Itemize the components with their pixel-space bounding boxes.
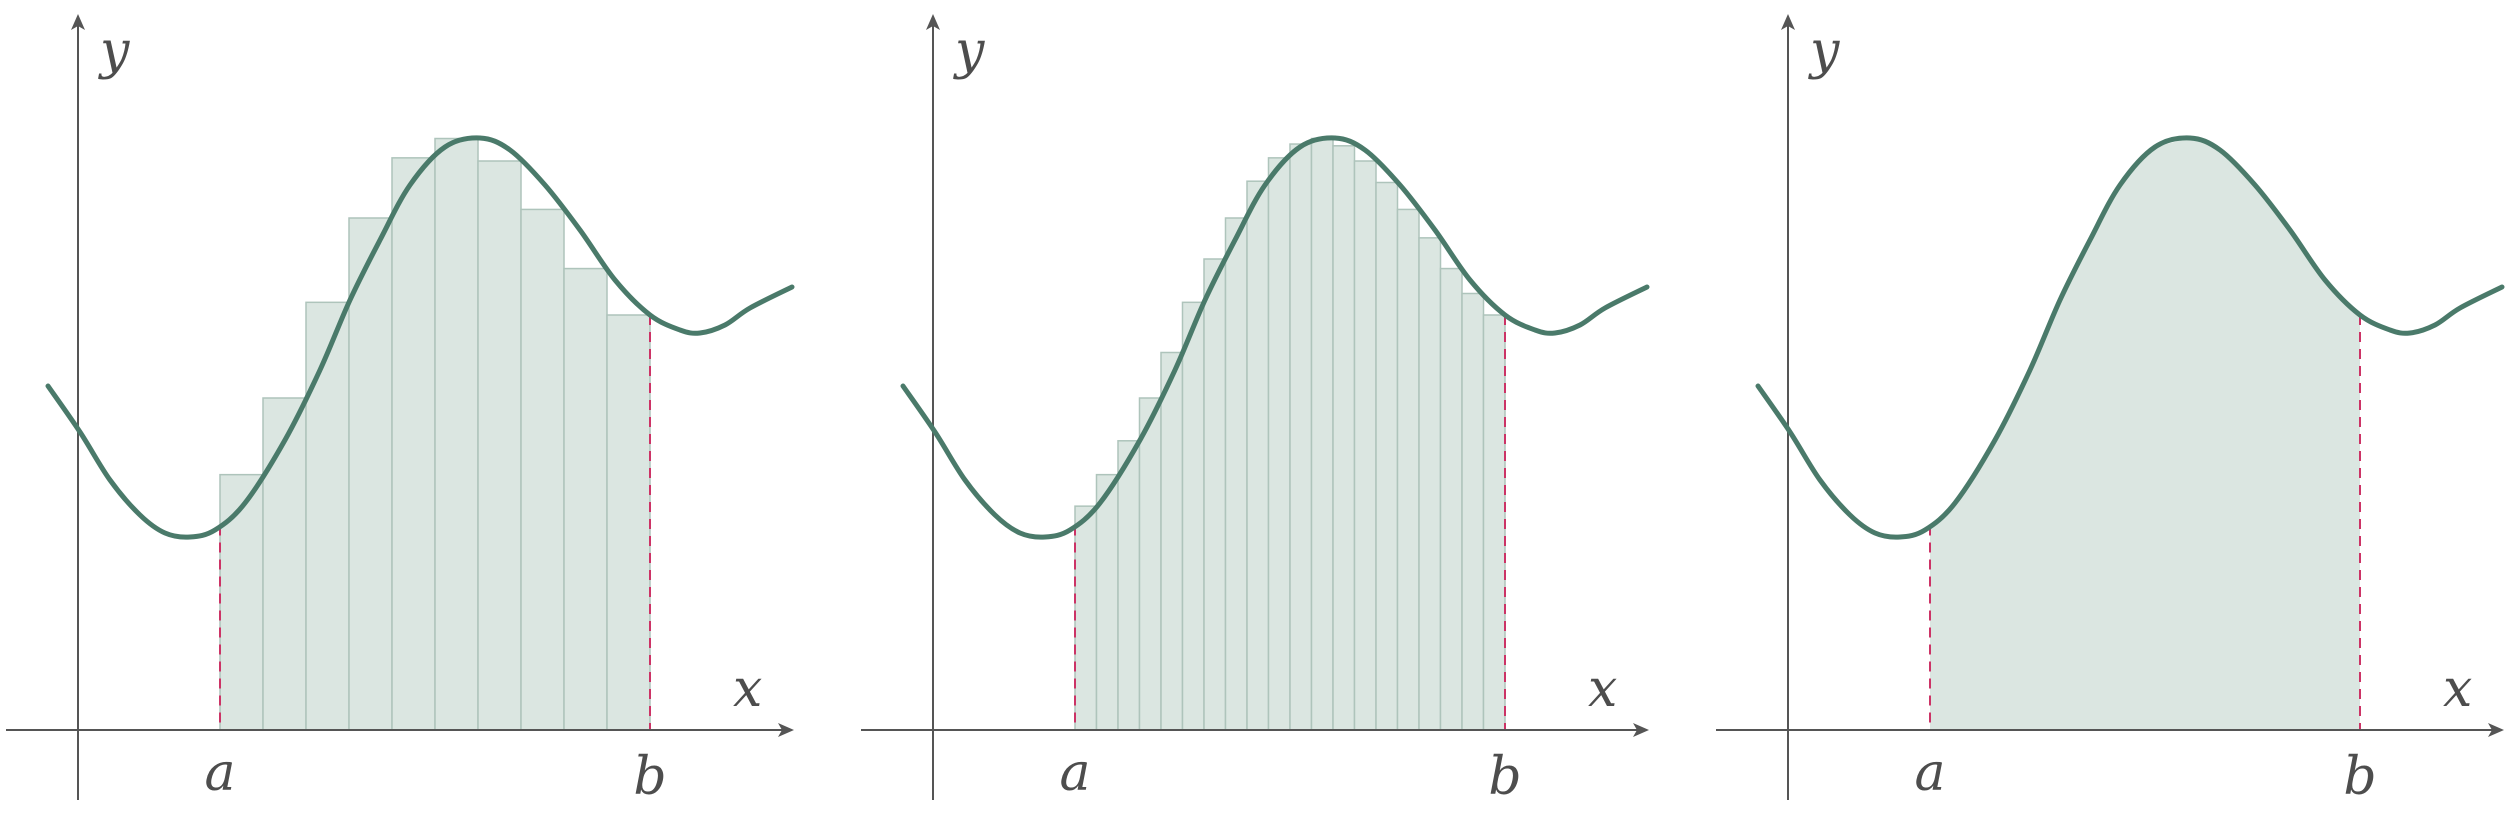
function-curve (1755, 135, 2505, 540)
riemann-rectangle (1267, 157, 1291, 731)
riemann-rectangle (1332, 145, 1356, 731)
riemann-rectangle (1117, 440, 1141, 731)
x-axis-arrow-icon (1633, 723, 1649, 737)
riemann-rectangle (606, 314, 651, 731)
riemann-rectangle (1224, 217, 1248, 731)
riemann-rectangle (477, 160, 522, 731)
riemann-rectangle (1482, 314, 1506, 731)
riemann-rectangle (1181, 301, 1205, 731)
panel-exact-area: y x a b (1716, 14, 2505, 807)
riemann-rectangle (563, 267, 608, 731)
bound-a-label: a (1914, 743, 1945, 803)
bound-b-label: b (1488, 747, 1521, 807)
x-axis-label: x (1588, 659, 1617, 719)
riemann-rectangle (262, 397, 307, 731)
riemann-rectangle (391, 157, 436, 731)
panel-riemann-coarse: y x a b (6, 14, 795, 807)
y-axis-label: y (98, 21, 130, 81)
function-curve (45, 135, 795, 540)
riemann-rectangle (1138, 397, 1162, 731)
x-axis-label: x (733, 659, 762, 719)
riemann-rectangle (1396, 208, 1420, 731)
bound-b-label: b (633, 747, 666, 807)
x-axis-arrow-icon (778, 723, 794, 737)
riemann-rectangle (348, 217, 393, 731)
riemann-rectangle (305, 301, 350, 731)
bound-b-label: b (2343, 747, 2376, 807)
riemann-rectangle (1353, 160, 1377, 731)
riemann-rectangle (219, 473, 264, 731)
x-axis-arrow-icon (2488, 723, 2504, 737)
bound-a-label: a (204, 743, 235, 803)
riemann-rectangle (1439, 267, 1463, 731)
riemann-rectangle (1203, 258, 1227, 731)
x-axis-label: x (2443, 659, 2472, 719)
riemann-rectangle (1289, 143, 1313, 731)
riemann-rectangle (520, 208, 565, 731)
riemann-rectangle (1461, 292, 1485, 731)
bound-a-label: a (1059, 743, 1090, 803)
riemann-rectangle (1095, 473, 1119, 731)
riemann-rectangle (1418, 237, 1442, 731)
y-axis-arrow-icon (71, 14, 85, 30)
y-axis-label: y (953, 21, 985, 81)
y-axis-arrow-icon (1781, 14, 1795, 30)
riemann-rectangle (1310, 137, 1334, 731)
function-curve (900, 135, 1650, 540)
riemann-rectangle (1160, 351, 1184, 731)
riemann-rectangle (434, 137, 479, 731)
panel-riemann-fine: y x a b (861, 14, 1650, 807)
riemann-rectangle (1074, 505, 1098, 731)
riemann-rectangle (1246, 180, 1270, 731)
y-axis-label: y (1808, 21, 1840, 81)
area-under-curve (1930, 138, 2360, 730)
y-axis-arrow-icon (926, 14, 940, 30)
riemann-rectangle (1375, 181, 1399, 731)
